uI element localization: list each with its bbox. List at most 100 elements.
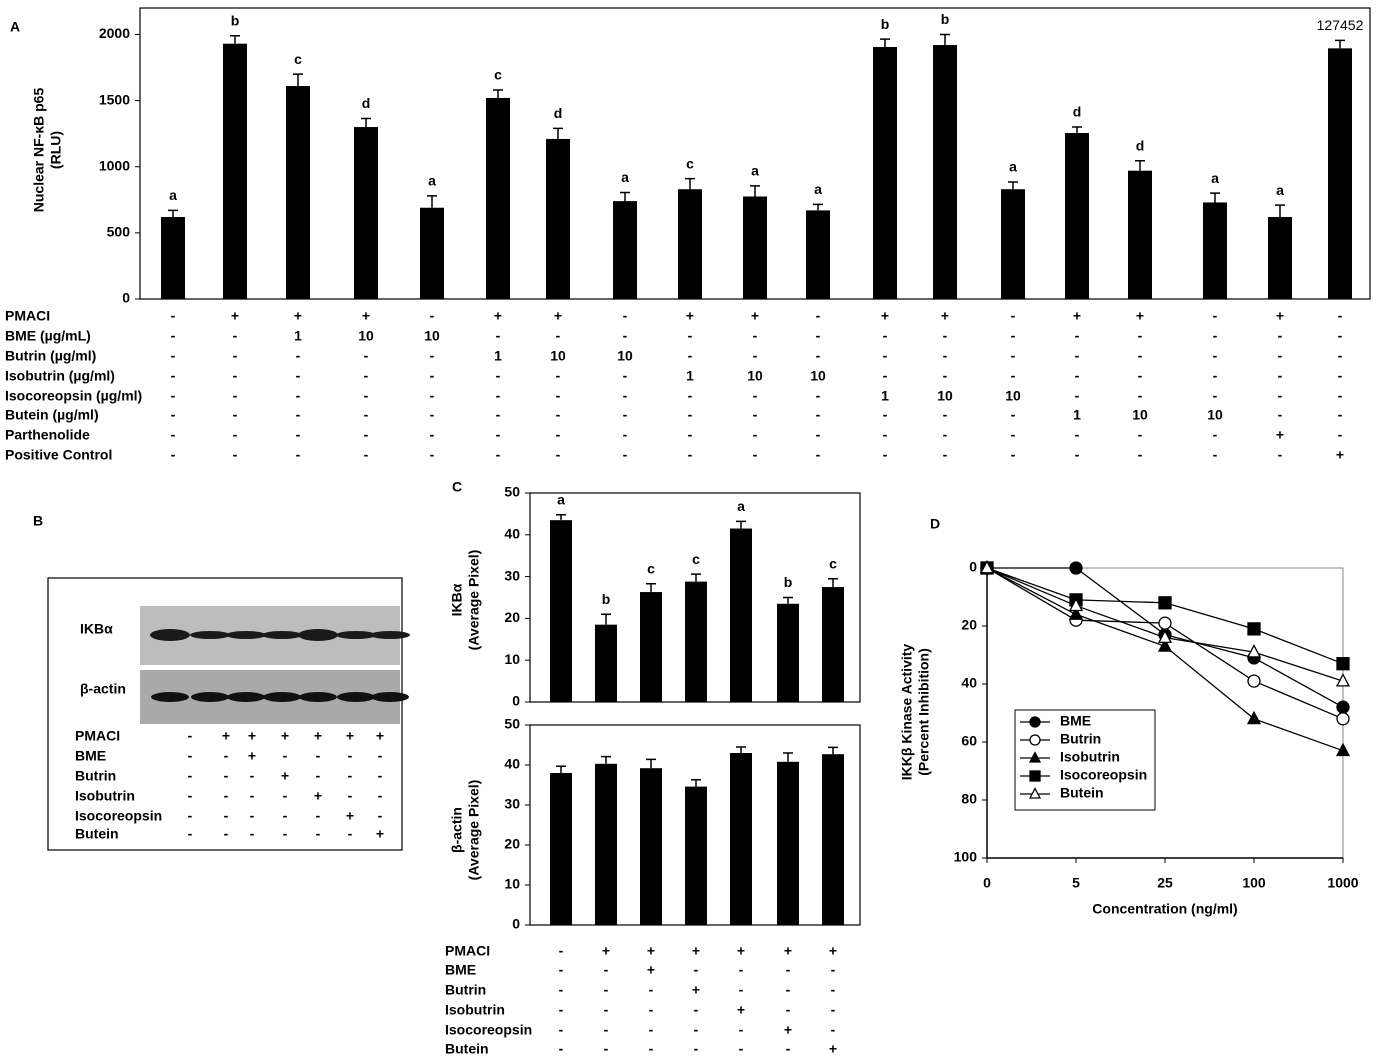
treatment-cell: - (348, 748, 353, 764)
legend-label: Butrin (1060, 731, 1101, 747)
treatment-cell: - (559, 1041, 564, 1057)
error-bar (293, 74, 303, 86)
treatment-cell: + (829, 1041, 837, 1057)
blot-band (190, 631, 230, 639)
blot-band (226, 631, 266, 639)
treatment-cell: - (559, 943, 564, 959)
treatment-cell: - (831, 1002, 836, 1018)
error-bar (1008, 182, 1018, 189)
treatment-cell: - (1278, 407, 1283, 423)
treatment-cell: - (1213, 447, 1218, 463)
treatment-cell: - (171, 427, 176, 443)
treatment-label: Positive Control (5, 447, 112, 463)
treatment-cell: 10 (747, 368, 763, 384)
treatment-label: Butein (445, 1041, 489, 1057)
bar (777, 762, 799, 925)
y-tick-label: 0 (512, 916, 520, 932)
significance-label: a (621, 169, 629, 185)
treatment-cell: - (364, 348, 369, 364)
marker (1248, 675, 1260, 687)
y-axis-label: IKBα (449, 583, 465, 616)
treatment-cell: - (1278, 388, 1283, 404)
treatment-label: Butrin (75, 768, 116, 784)
treatment-cell: + (346, 728, 354, 744)
treatment-cell: - (688, 447, 693, 463)
treatment-cell: - (296, 348, 301, 364)
treatment-cell: - (224, 826, 229, 842)
treatment-cell: - (786, 1002, 791, 1018)
error-bar (230, 36, 240, 44)
treatment-cell: - (316, 748, 321, 764)
treatment-cell: - (188, 788, 193, 804)
legend-label: Butein (1060, 785, 1104, 801)
treatment-label: Isobutrin (75, 788, 135, 804)
marker (1030, 735, 1040, 745)
x-tick-label: 0 (983, 875, 991, 891)
panel-label: C (452, 479, 462, 495)
treatment-cell: - (688, 407, 693, 423)
treatment-cell: + (222, 728, 230, 744)
treatment-cell: - (188, 748, 193, 764)
treatment-label: Butrin (445, 982, 486, 998)
treatment-cell: - (943, 348, 948, 364)
blot-band (298, 629, 338, 641)
treatment-label: BME (445, 962, 476, 978)
treatment-label: PMACI (445, 943, 490, 959)
treatment-cell: - (1138, 348, 1143, 364)
treatment-cell: - (739, 982, 744, 998)
significance-label: b (784, 574, 793, 590)
treatment-cell: - (883, 427, 888, 443)
treatment-label: BME (75, 748, 106, 764)
error-bar (601, 614, 611, 624)
treatment-cell: - (753, 447, 758, 463)
treatment-cell: - (283, 788, 288, 804)
bar (777, 604, 799, 702)
treatment-cell: - (556, 388, 561, 404)
treatment-label: PMACI (75, 728, 120, 744)
treatment-cell: - (739, 962, 744, 978)
treatment-cell: - (1011, 348, 1016, 364)
marker (1159, 617, 1171, 629)
treatment-cell: - (496, 447, 501, 463)
y-tick-label: 0 (122, 290, 130, 306)
legend-label: BME (1060, 713, 1091, 729)
significance-label: d (362, 95, 371, 111)
treatment-cell: - (224, 808, 229, 824)
treatment-cell: - (233, 427, 238, 443)
treatment-cell: - (649, 1002, 654, 1018)
treatment-cell: - (1278, 328, 1283, 344)
y-axis-label: (Percent Inhibition) (916, 648, 932, 776)
treatment-cell: 10 (937, 388, 953, 404)
treatment-cell: - (1011, 427, 1016, 443)
treatment-cell: - (430, 407, 435, 423)
treatment-cell: - (430, 447, 435, 463)
treatment-cell: 10 (550, 348, 566, 364)
error-bar (620, 193, 630, 202)
treatment-cell: - (649, 1022, 654, 1038)
error-bar (685, 179, 695, 190)
significance-label: b (602, 591, 611, 607)
treatment-cell: - (1138, 368, 1143, 384)
blot-band (262, 631, 302, 639)
treatment-cell: - (233, 328, 238, 344)
treatment-cell: - (943, 427, 948, 443)
panel-label: D (930, 516, 940, 532)
treatment-cell: - (694, 1002, 699, 1018)
x-axis-label: Concentration (ng/ml) (1092, 901, 1237, 917)
error-bar (828, 747, 838, 754)
x-tick-label: 25 (1157, 875, 1173, 891)
treatment-cell: - (1338, 388, 1343, 404)
bar (486, 98, 510, 299)
treatment-cell: 10 (1132, 407, 1148, 423)
treatment-cell: - (1338, 328, 1343, 344)
treatment-cell: - (786, 962, 791, 978)
treatment-cell: - (1138, 447, 1143, 463)
y-tick-label: 2000 (99, 25, 130, 41)
x-tick-label: 5 (1072, 875, 1080, 891)
treatment-cell: + (376, 826, 384, 842)
y-axis-label: β-actin (449, 807, 465, 853)
treatment-cell: - (1011, 447, 1016, 463)
treatment-cell: - (816, 308, 821, 324)
treatment-cell: - (171, 348, 176, 364)
treatment-cell: - (296, 447, 301, 463)
